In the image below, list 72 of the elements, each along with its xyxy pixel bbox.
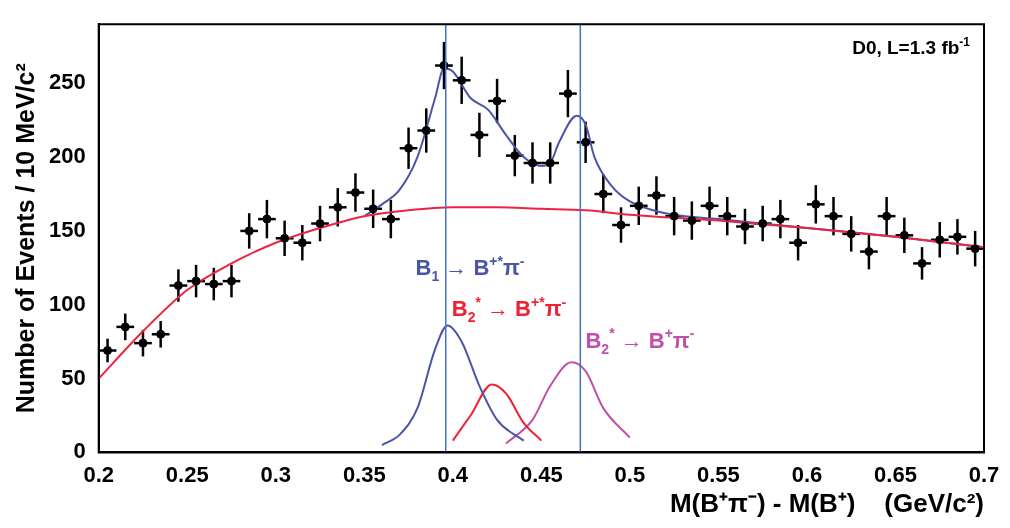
point: [598, 189, 608, 199]
point: [882, 211, 892, 221]
line-series: [381, 324, 525, 447]
point: [297, 238, 307, 248]
x-tick-label: 0.45: [519, 461, 563, 487]
point: [528, 158, 537, 168]
point: [492, 96, 502, 106]
point: [103, 346, 113, 356]
point: [404, 143, 414, 153]
point: [687, 216, 697, 226]
point: [156, 329, 166, 339]
point: [811, 199, 821, 209]
point: [705, 201, 715, 211]
point: [227, 276, 236, 286]
point: [209, 279, 219, 289]
point: [952, 232, 962, 242]
point: [970, 244, 980, 254]
line-series: [451, 383, 543, 442]
point: [545, 158, 555, 168]
point: [138, 338, 148, 348]
point: [120, 322, 130, 332]
point: [244, 226, 254, 236]
line-series: [504, 361, 631, 445]
point: [510, 151, 520, 161]
point: [775, 214, 785, 224]
x-tick-label: 0.6: [791, 461, 823, 487]
y-tick-label: 150: [48, 216, 86, 242]
y-tick-label: 250: [48, 69, 86, 95]
point: [917, 258, 927, 268]
point: [563, 89, 573, 99]
point: [616, 220, 626, 230]
x-tick-label: 0.5: [614, 461, 646, 487]
point: [262, 214, 272, 224]
x-tick-label: 0.35: [342, 461, 386, 487]
point: [173, 281, 183, 291]
y-tick-label: 50: [61, 364, 86, 390]
point: [651, 190, 661, 200]
point: [421, 126, 431, 136]
x-axis-title: M(B⁺π⁻) - M(B⁺) (GeV/c²): [669, 487, 984, 518]
x-tick-label: 0.55: [697, 461, 740, 487]
y-axis-title: Number of Events / 10 MeV/c²: [10, 63, 39, 414]
x-tick-label: 0.65: [874, 461, 917, 487]
point: [474, 130, 484, 140]
point: [846, 229, 856, 239]
point: [935, 235, 945, 245]
point: [899, 230, 909, 240]
point: [740, 221, 750, 231]
point: [386, 214, 396, 224]
x-tick-label: 0.4: [437, 461, 469, 487]
point: [368, 204, 378, 214]
y-tick-label: 200: [48, 143, 86, 169]
point: [280, 233, 290, 243]
point: [350, 188, 360, 198]
line-series: [98, 206, 984, 380]
point: [758, 219, 768, 229]
point: [722, 211, 732, 221]
point: [669, 211, 679, 221]
x-tick-label: 0.25: [165, 461, 209, 487]
point: [333, 202, 343, 212]
point: [191, 276, 201, 286]
y-tick-label: 0: [73, 438, 86, 464]
point: [581, 137, 591, 147]
point: [793, 238, 803, 248]
point: [864, 247, 874, 257]
point: [457, 75, 467, 85]
point: [634, 201, 644, 211]
x-tick-label: 0.3: [260, 461, 292, 487]
y-tick-label: 100: [48, 290, 86, 316]
x-tick-label: 0.2: [83, 461, 114, 487]
x-tick-label: 0.7: [968, 461, 1000, 487]
point: [829, 211, 838, 221]
point: [315, 219, 325, 229]
